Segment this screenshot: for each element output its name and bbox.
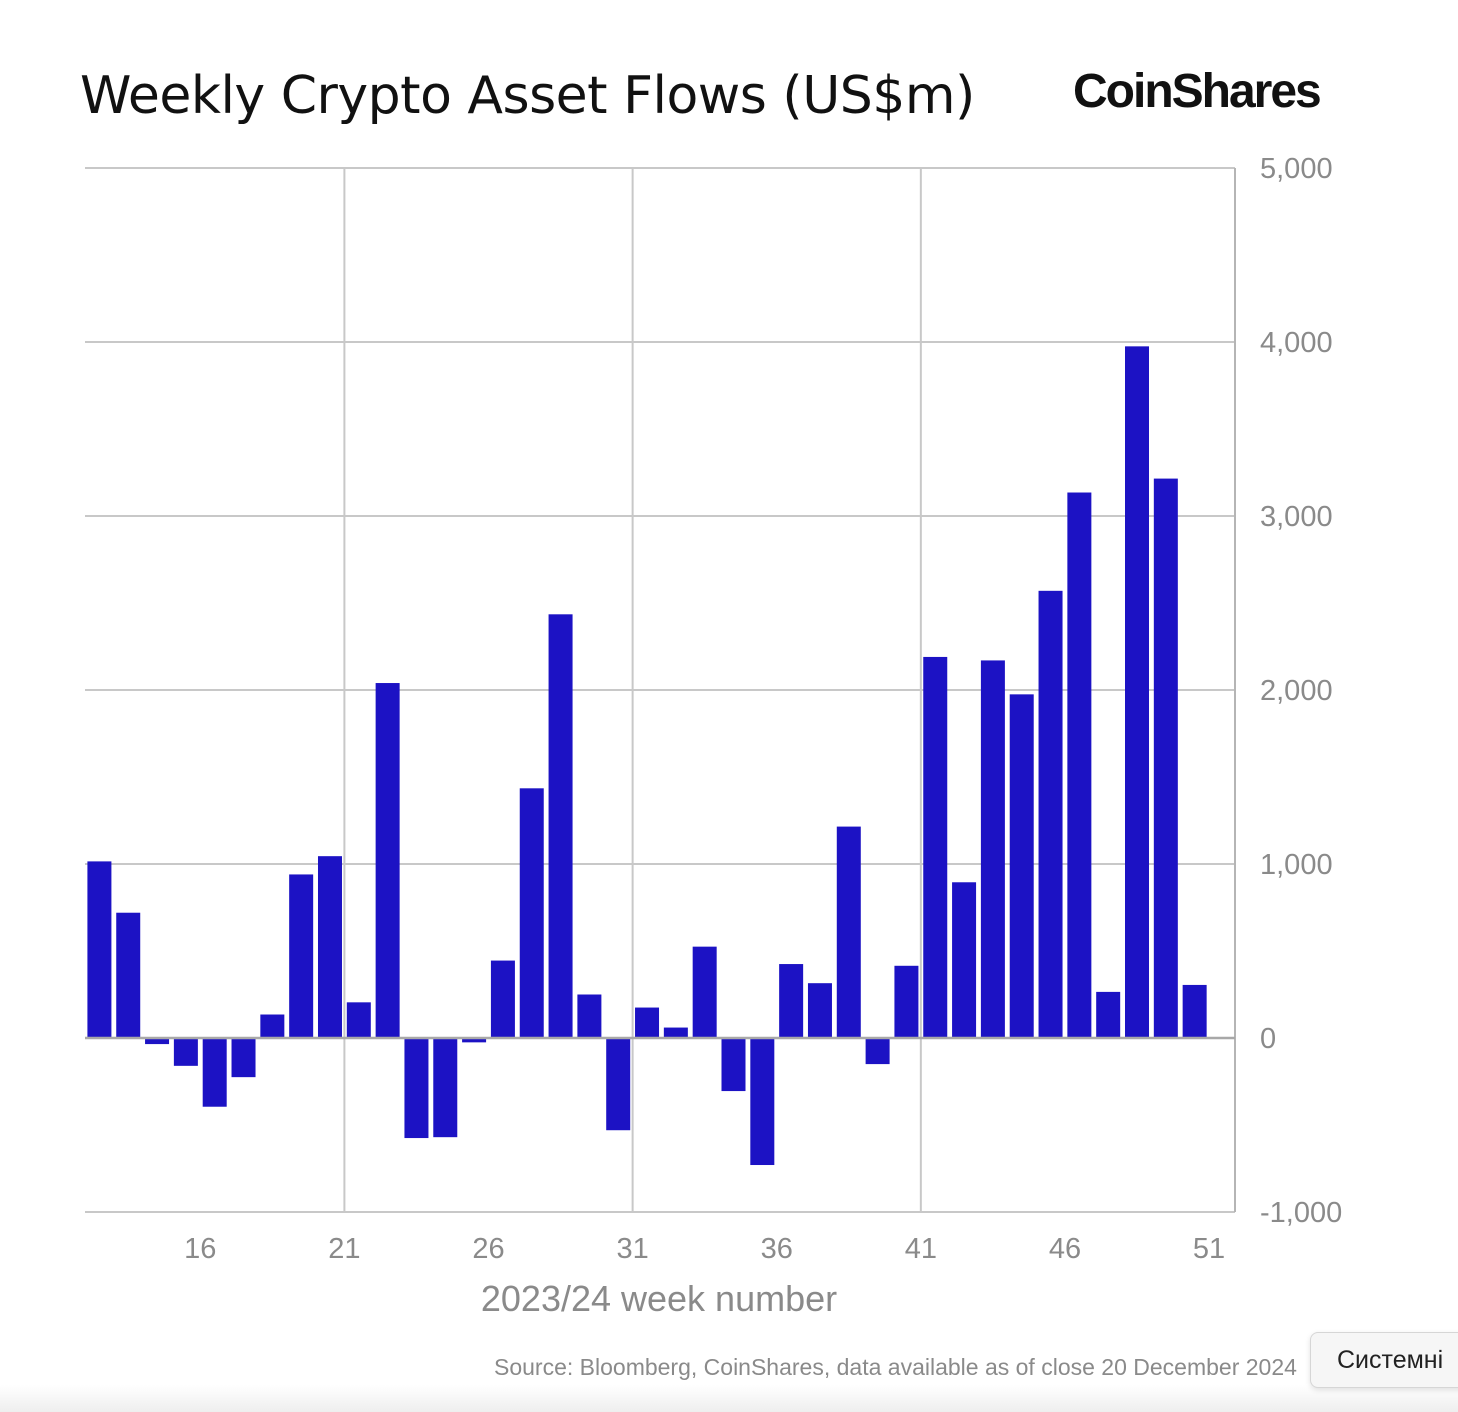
bar-20	[663, 1027, 688, 1038]
x-tick-label-2: 26	[472, 1233, 504, 1265]
bar-9	[346, 1002, 371, 1038]
bar-7	[289, 874, 314, 1038]
bar-24	[779, 964, 804, 1038]
y-tick-label-2: 3,000	[1260, 501, 1333, 533]
bar-2	[145, 1038, 170, 1045]
bar-36	[1125, 346, 1150, 1039]
bar-11	[404, 1038, 429, 1139]
bar-17	[577, 994, 602, 1038]
x-axis-ticks: 16 21 26 31 36 41 46 51	[184, 1233, 1225, 1265]
bar-5	[231, 1038, 256, 1078]
bar-10	[375, 683, 400, 1038]
y-tick-label-5: 0	[1260, 1023, 1276, 1055]
bar-4	[202, 1038, 227, 1107]
bar-33	[1038, 590, 1063, 1038]
bar-34	[1067, 492, 1092, 1038]
y-tick-label-3: 2,000	[1260, 675, 1333, 707]
bar-1	[116, 912, 141, 1038]
bar-37	[1153, 478, 1178, 1039]
bar-31	[980, 660, 1005, 1038]
y-tick-label-0: 5,000	[1260, 153, 1333, 185]
x-tick-label-4: 36	[761, 1233, 793, 1265]
bar-14	[490, 960, 515, 1038]
bar-26	[836, 826, 861, 1038]
x-tick-label-3: 31	[616, 1233, 648, 1265]
bar-series	[87, 346, 1207, 1166]
bar-32	[1009, 694, 1034, 1038]
source-note: Source: Bloomberg, CoinShares, data avai…	[494, 1354, 1297, 1380]
x-tick-label-6: 46	[1049, 1233, 1081, 1265]
bar-13	[462, 1038, 487, 1043]
bar-15	[519, 788, 544, 1038]
bar-18	[606, 1038, 631, 1131]
bar-25	[807, 983, 832, 1038]
bar-19	[635, 1007, 660, 1038]
bar-8	[317, 856, 342, 1038]
system-popup-label: Системні	[1337, 1346, 1444, 1374]
bar-23	[750, 1038, 775, 1166]
bar-12	[433, 1038, 458, 1138]
y-tick-label-6: -1,000	[1260, 1197, 1342, 1229]
axes	[85, 168, 1236, 1212]
x-tick-label-0: 16	[184, 1233, 216, 1265]
chart-title: Weekly Crypto Asset Flows (US$m)	[80, 66, 975, 126]
x-tick-label-1: 21	[328, 1233, 360, 1265]
x-tick-label-7: 51	[1193, 1233, 1225, 1265]
bottom-shade	[0, 1385, 1458, 1412]
y-tick-label-1: 4,000	[1260, 327, 1333, 359]
coinshares-logo: CoinShares	[1073, 65, 1322, 118]
x-tick-label-5: 41	[905, 1233, 937, 1265]
bar-38	[1182, 984, 1207, 1038]
bar-3	[173, 1038, 198, 1066]
bar-6	[260, 1014, 285, 1038]
bar-22	[721, 1038, 746, 1092]
bar-21	[692, 946, 717, 1038]
y-axis-ticks: 5,000 4,000 3,000 2,000 1,000 0 -1,000	[1260, 153, 1342, 1229]
bar-0	[87, 861, 112, 1038]
bar-28	[894, 965, 919, 1038]
bar-35	[1096, 991, 1121, 1038]
x-axis-label: 2023/24 week number	[481, 1278, 837, 1319]
bar-16	[548, 614, 573, 1038]
bar-30	[952, 882, 977, 1038]
bar-27	[865, 1038, 890, 1065]
bar-29	[923, 656, 948, 1038]
bar-chart: 5,000 4,000 3,000 2,000 1,000 0 -1,000 16 21 26 3…	[85, 153, 1342, 1319]
y-tick-label-4: 1,000	[1260, 849, 1333, 881]
system-popup[interactable]: Системні	[1310, 1332, 1458, 1388]
